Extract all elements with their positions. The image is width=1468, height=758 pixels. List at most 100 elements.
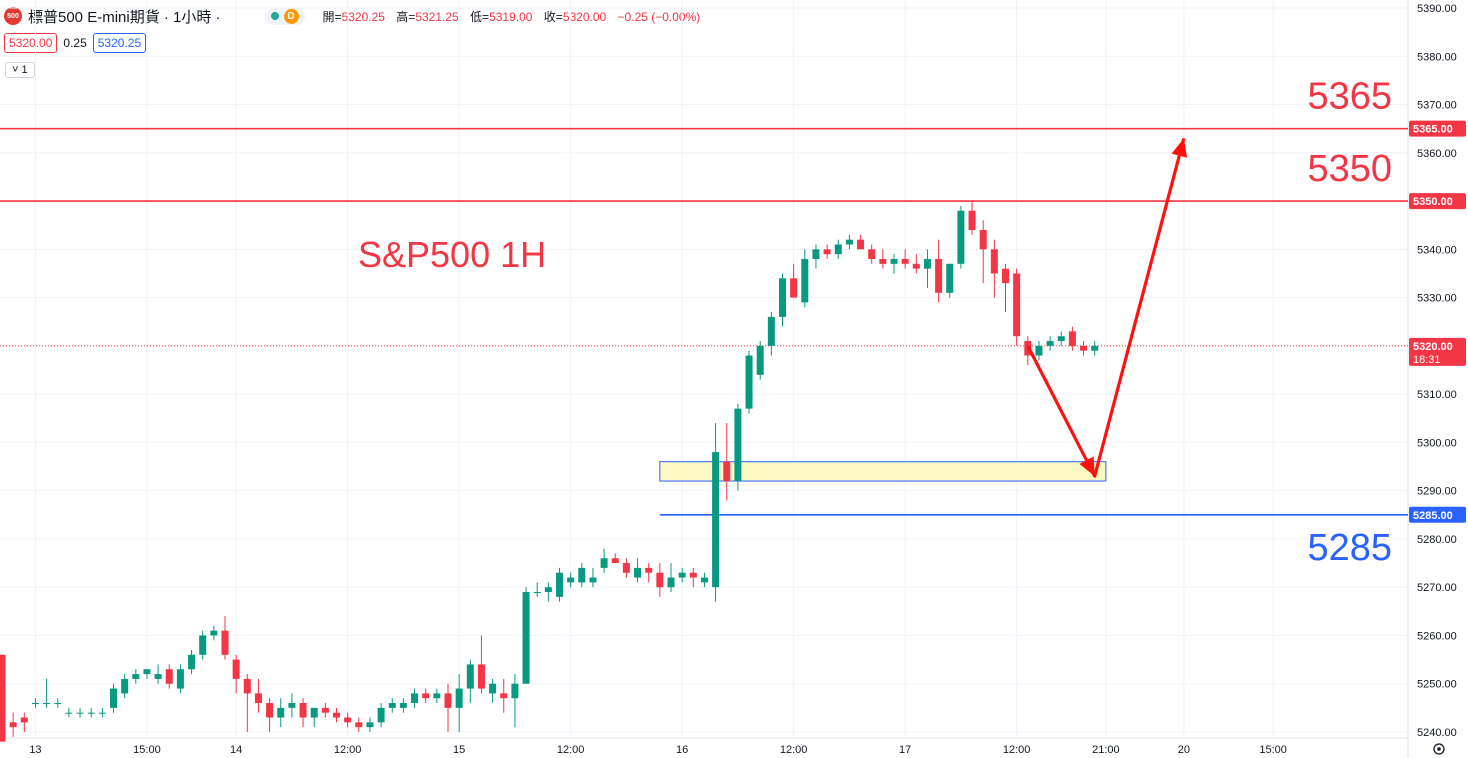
- candle: [299, 698, 307, 728]
- candle-body: [712, 452, 720, 588]
- candle: [522, 587, 530, 684]
- indicator-count: 1: [21, 64, 28, 76]
- candle-body: [823, 249, 831, 255]
- time-tick-label: 14: [230, 744, 242, 756]
- candle-body: [645, 567, 653, 573]
- candle: [1080, 341, 1088, 356]
- status-pill[interactable]: D: [264, 7, 305, 25]
- candle-body: [466, 664, 474, 689]
- candle: [344, 712, 352, 728]
- candle: [65, 707, 73, 718]
- candle: [121, 674, 129, 699]
- time-tick-label: 16: [676, 744, 688, 756]
- candle-body: [455, 688, 463, 708]
- candle: [43, 678, 51, 708]
- candle: [678, 567, 686, 583]
- candle: [9, 712, 17, 737]
- sell-price-button[interactable]: 5320.00: [4, 33, 58, 53]
- candle: [1068, 326, 1076, 351]
- time-tick-label: 12:00: [780, 744, 808, 756]
- candle: [622, 558, 630, 578]
- candle-body: [143, 669, 151, 675]
- price-tick-label: 5240.00: [1417, 727, 1457, 739]
- time-tick-label: 15:00: [133, 744, 161, 756]
- candle-body: [444, 693, 452, 708]
- candle: [98, 707, 106, 718]
- candle: [31, 698, 39, 708]
- candle-body: [857, 239, 865, 250]
- chart-header: 500 標普500 E-mini期貨 · 1小時 · D 開=5320.25 高…: [4, 5, 708, 27]
- candle-body: [600, 558, 608, 568]
- candle: [154, 664, 162, 684]
- candle-body: [243, 678, 251, 694]
- support-zone: [659, 461, 1107, 482]
- candle: [199, 630, 207, 660]
- candle: [243, 674, 251, 732]
- indicator-toggle[interactable]: ˅ 1: [5, 62, 35, 78]
- candle: [266, 698, 274, 732]
- candle: [232, 654, 240, 694]
- candle: [756, 341, 764, 380]
- ohlc-close-label: 收=: [543, 9, 563, 24]
- candle: [210, 625, 218, 641]
- candle: [76, 707, 84, 718]
- candle-body: [589, 577, 597, 583]
- price-tick-label: 5250.00: [1417, 679, 1457, 691]
- candle: [466, 659, 474, 704]
- candle: [868, 244, 876, 264]
- candle: [712, 423, 720, 602]
- candle-body: [901, 258, 909, 264]
- price-tick-label: 5370.00: [1417, 100, 1457, 112]
- price-tick-label: 5310.00: [1417, 389, 1457, 401]
- time-axis: 13 15:00 14 12:00 15 12:00 16 12:00 17 12:00 21:00…: [29, 744, 1287, 756]
- candle: [834, 239, 842, 259]
- candle: [600, 548, 608, 573]
- candle-body: [879, 258, 887, 264]
- candle: [779, 273, 786, 327]
- forecast-arrow: [1026, 137, 1188, 478]
- candle-body: [544, 587, 552, 593]
- candle: [1046, 336, 1054, 351]
- candle: [176, 664, 184, 694]
- buy-price-button[interactable]: 5320.25: [92, 33, 147, 53]
- candle-body: [1035, 345, 1043, 356]
- candle-body: [1057, 336, 1065, 342]
- level-price-label: 5365.00: [1413, 124, 1453, 136]
- candle-body: [935, 258, 943, 293]
- candle: [377, 703, 385, 728]
- candle: [589, 567, 597, 588]
- symbol-title[interactable]: 標普500 E-mini期貨 · 1小時 ·: [28, 8, 221, 26]
- candle: [845, 234, 853, 250]
- time-tick-label: 17: [899, 744, 911, 756]
- candle-body: [1046, 341, 1054, 346]
- candle-body: [734, 408, 742, 482]
- logo-icon[interactable]: 500: [4, 7, 22, 25]
- spread-value: 0.25: [63, 36, 87, 50]
- candle-body: [500, 693, 508, 699]
- candle-body: [110, 688, 117, 708]
- level-annotation-5285: 5285: [1307, 527, 1392, 569]
- candle: [968, 201, 976, 235]
- candle-body: [511, 683, 519, 699]
- candle: [277, 698, 285, 728]
- candle-body: [20, 717, 28, 723]
- candle-body: [87, 712, 95, 714]
- price-tick-label: 5300.00: [1417, 437, 1457, 449]
- candle-body: [299, 703, 307, 718]
- candle: [500, 678, 508, 713]
- candle-body: [31, 703, 39, 705]
- candle: [411, 688, 419, 708]
- candle: [901, 249, 909, 269]
- candle-body: [678, 572, 686, 578]
- price-tick-label: 5340.00: [1417, 244, 1457, 256]
- time-tick-label: 20: [1178, 744, 1190, 756]
- candle: [544, 582, 552, 602]
- candle-body: [98, 712, 106, 714]
- candle: [165, 664, 173, 689]
- candle-body: [689, 572, 697, 578]
- candle-body: [779, 278, 786, 317]
- candle-body: [422, 693, 430, 699]
- candle-body: [333, 712, 340, 718]
- ohlc-close-value: 5320.00: [562, 9, 607, 24]
